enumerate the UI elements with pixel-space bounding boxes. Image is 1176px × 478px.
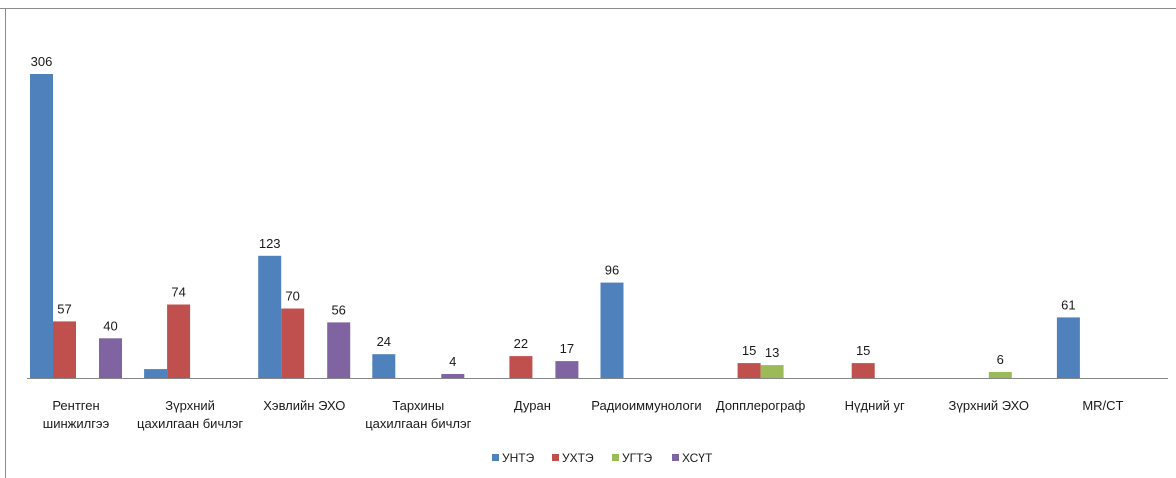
legend-label-3: ХСҮТ xyxy=(682,451,713,465)
data-label-3-4: 17 xyxy=(560,341,574,356)
bar-2-6 xyxy=(760,365,784,378)
data-labels-group: 306 123 24 96 61 57 74 70 22 15 15 13 6 40 56 4 17 xyxy=(31,54,1076,369)
bar-3-2 xyxy=(327,322,351,378)
data-label-3-0: 40 xyxy=(103,318,117,333)
category-label-5: Радиоиммунологи xyxy=(591,398,701,413)
data-label-1-0: 57 xyxy=(57,301,71,316)
data-label-1-1: 74 xyxy=(171,285,185,300)
bar-1-1 xyxy=(167,304,191,378)
bars-group xyxy=(30,74,1080,378)
data-label-0-3: 24 xyxy=(377,334,391,349)
data-label-2-8: 6 xyxy=(997,352,1004,367)
bar-2-8 xyxy=(988,372,1012,378)
bar-1-0 xyxy=(53,321,76,378)
legend: УНТЭ УХТЭ УГТЭ ХСҮТ xyxy=(492,451,713,465)
bar-3-3 xyxy=(441,374,465,378)
legend-swatch-2 xyxy=(612,454,619,461)
bar-0-1 xyxy=(144,369,168,378)
category-labels-group: Рентген шинжилгээ Зүрхний цахилгаан бичлэг Х… xyxy=(43,398,1124,431)
data-label-1-4: 22 xyxy=(514,336,528,351)
legend-label-0: УНТЭ xyxy=(502,451,535,465)
legend-label-1: УХТЭ xyxy=(562,451,594,465)
legend-swatch-0 xyxy=(492,454,499,461)
legend-swatch-1 xyxy=(552,454,559,461)
data-label-3-2: 56 xyxy=(331,302,345,317)
bar-0-2 xyxy=(258,255,282,378)
bar-1-7 xyxy=(851,363,875,378)
category-label-1: Зүрхний цахилгаан бичлэг xyxy=(137,398,243,431)
legend-swatch-3 xyxy=(672,454,679,461)
category-label-9: MR/CT xyxy=(1082,398,1123,413)
bar-1-6 xyxy=(737,363,761,378)
category-label-8: Зүрхний ЭХО xyxy=(949,398,1030,413)
data-label-0-0: 306 xyxy=(31,54,53,69)
category-label-4: Дуран xyxy=(514,398,551,413)
category-label-7: Нүдний уг xyxy=(845,398,905,413)
bar-1-2 xyxy=(281,308,305,378)
category-label-2: Хэвлийн ЭХО xyxy=(263,398,345,413)
bar-0-0 xyxy=(30,74,53,378)
bar-3-4 xyxy=(555,361,579,378)
bar-0-9 xyxy=(1056,317,1080,378)
data-label-2-6: 13 xyxy=(765,345,779,360)
data-label-0-2: 123 xyxy=(259,236,281,251)
data-label-3-3: 4 xyxy=(449,354,456,369)
bar-0-3 xyxy=(372,354,396,378)
category-label-0: Рентген шинжилгээ xyxy=(43,398,110,431)
data-label-0-9: 61 xyxy=(1061,297,1075,312)
data-label-1-6: 15 xyxy=(742,343,756,358)
bar-1-4 xyxy=(509,356,533,378)
data-label-0-5: 96 xyxy=(605,263,619,278)
category-label-6: Допплерограф xyxy=(716,398,806,413)
bar-0-5 xyxy=(600,282,624,378)
legend-label-2: УГТЭ xyxy=(622,451,652,465)
data-label-1-2: 70 xyxy=(285,289,299,304)
category-label-3: Тархины цахилгаан бичлэг xyxy=(365,398,471,431)
data-label-1-7: 15 xyxy=(856,343,870,358)
bar-3-0 xyxy=(99,338,122,378)
